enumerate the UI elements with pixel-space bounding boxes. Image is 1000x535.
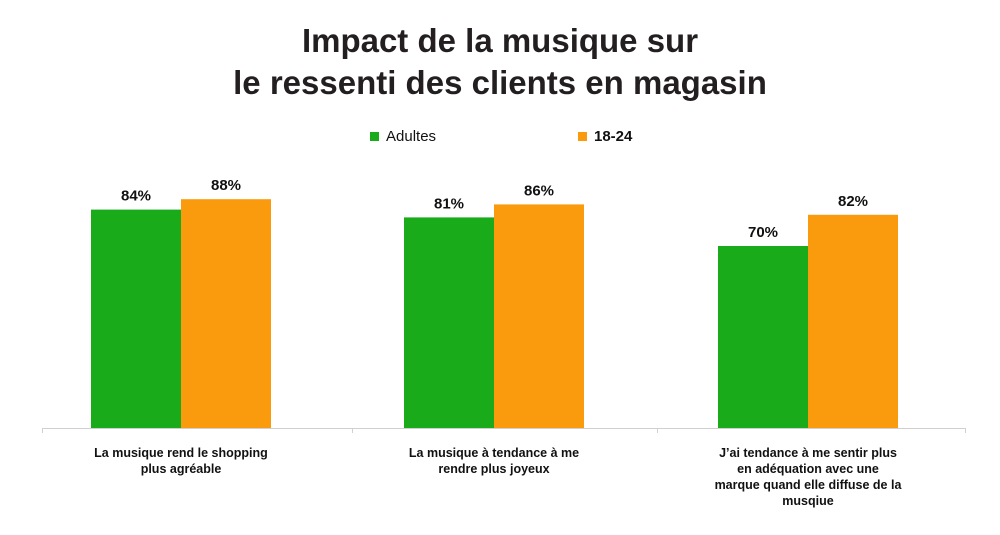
legend-item-adultes: Adultes bbox=[370, 128, 436, 145]
category-label-line: J’ai tendance à me sentir plus bbox=[719, 446, 897, 460]
bar-adultes-2 bbox=[404, 217, 494, 428]
category-label-1: La musique rend le shopping plus agréable bbox=[56, 445, 306, 477]
data-label: 81% bbox=[434, 195, 464, 212]
chart-title-line-1: Impact de la musique sur bbox=[301, 22, 699, 59]
data-label: 86% bbox=[524, 182, 554, 199]
data-label: 82% bbox=[838, 193, 868, 210]
legend-swatch-adultes bbox=[370, 132, 379, 141]
bar-18-24-2 bbox=[494, 204, 584, 428]
category-label-line: en adéquation avec une bbox=[737, 462, 879, 476]
data-label: 88% bbox=[211, 177, 241, 194]
category-label-line: plus agréable bbox=[140, 462, 222, 476]
legend-label-adultes: Adultes bbox=[386, 128, 437, 145]
bar-adultes-3 bbox=[718, 246, 808, 428]
bar-adultes-1 bbox=[91, 209, 181, 428]
category-label-2: La musique à tendance à me rendre plus jo… bbox=[369, 445, 619, 477]
legend: Adultes 18-24 bbox=[0, 128, 1000, 152]
bar-18-24-3 bbox=[808, 214, 898, 428]
bar-18-24-1 bbox=[181, 199, 271, 428]
chart-title: Impact de la musique sur le ressenti des… bbox=[0, 20, 1000, 104]
category-label-line: La musique rend le shopping bbox=[94, 446, 268, 460]
legend-label-18-24: 18-24 bbox=[594, 128, 633, 145]
category-label-line: marque quand elle diffuse de la bbox=[714, 478, 902, 492]
data-label: 70% bbox=[748, 224, 778, 241]
category-label-line: musqiue bbox=[782, 494, 834, 508]
legend-swatch-18-24 bbox=[578, 132, 587, 141]
category-label-line: rendre plus joyeux bbox=[438, 462, 550, 476]
category-label-3: J’ai tendance à me sentir plus en adéquat… bbox=[683, 445, 933, 509]
data-label: 84% bbox=[121, 188, 151, 205]
category-label-line: La musique à tendance à me bbox=[408, 446, 580, 460]
legend-item-18-24: 18-24 bbox=[578, 128, 632, 145]
chart-title-line-2: le ressenti des clients en magasin bbox=[233, 64, 767, 101]
